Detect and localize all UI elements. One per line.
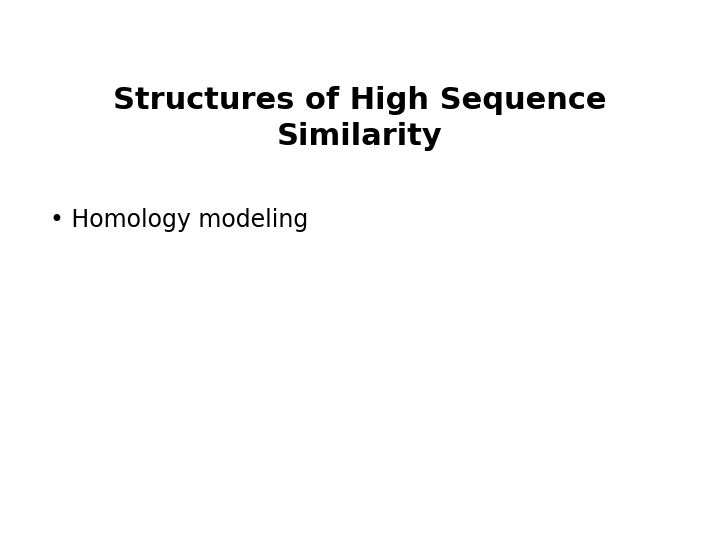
- Text: • Homology modeling: • Homology modeling: [50, 208, 309, 232]
- Text: Structures of High Sequence
Similarity: Structures of High Sequence Similarity: [113, 86, 607, 151]
